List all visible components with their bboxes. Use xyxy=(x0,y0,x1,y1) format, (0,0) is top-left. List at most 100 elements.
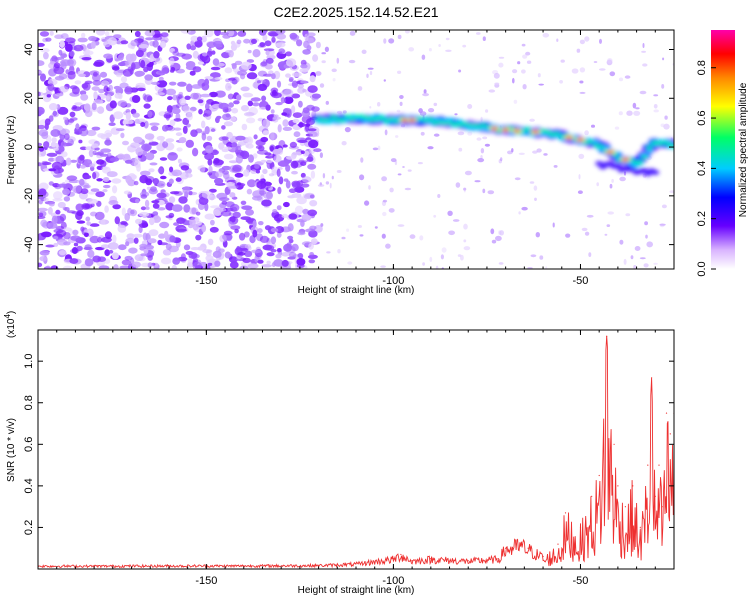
noise-blob xyxy=(210,205,220,209)
noise-blob xyxy=(296,196,307,205)
noise-blob xyxy=(177,81,187,87)
noise-blob xyxy=(300,64,308,69)
noise-blob xyxy=(256,80,261,84)
noise-blob xyxy=(309,194,315,199)
signal-track-layer-3 xyxy=(360,115,365,119)
noise-blob xyxy=(359,234,364,237)
noise-blob xyxy=(243,169,250,177)
noise-blob xyxy=(310,170,316,179)
snr-plot-area xyxy=(38,330,674,569)
signal-hotspot-core xyxy=(532,130,539,134)
noise-blob xyxy=(289,251,297,259)
noise-blob xyxy=(498,56,505,59)
noise-blob xyxy=(234,60,243,66)
noise-blob xyxy=(207,158,213,166)
noise-blob xyxy=(311,93,321,99)
noise-blob xyxy=(458,69,462,73)
snr-panel: -150 -100 -50 0.2 0.4 0.6 0.8 1.0 Height of str… xyxy=(3,311,675,596)
signal-track-layer-3 xyxy=(559,135,565,138)
snr-data-point xyxy=(632,485,634,487)
noise-blob xyxy=(218,142,225,150)
noise-blob xyxy=(467,131,473,136)
colorbar-tick-label: 0.8 xyxy=(696,60,708,75)
noise-blob xyxy=(361,49,367,54)
noise-blob xyxy=(73,44,84,52)
snr-data-point xyxy=(564,512,567,514)
noise-blob xyxy=(38,42,45,47)
noise-blob xyxy=(52,236,59,240)
noise-blob xyxy=(349,30,356,36)
noise-blob xyxy=(321,60,326,64)
noise-blob xyxy=(307,85,318,93)
noise-blob xyxy=(427,146,434,150)
noise-blob xyxy=(204,78,210,86)
noise-blob xyxy=(262,168,268,175)
noise-blob xyxy=(170,191,180,195)
noise-blob xyxy=(254,164,260,169)
noise-blob xyxy=(234,172,244,178)
y-tick-label: 0.8 xyxy=(23,395,35,410)
noise-blob xyxy=(140,253,148,257)
noise-blob xyxy=(521,43,526,47)
noise-blob xyxy=(70,235,81,241)
noise-blob xyxy=(653,109,659,113)
noise-blob xyxy=(402,166,405,168)
noise-blob xyxy=(212,58,220,66)
noise-blob xyxy=(488,89,496,93)
noise-blob xyxy=(147,254,153,261)
noise-blob xyxy=(341,141,347,146)
noise-blob xyxy=(307,37,315,44)
noise-blob xyxy=(214,76,223,81)
noise-blob xyxy=(152,40,159,48)
signal-track-layer-3 xyxy=(655,142,663,145)
noise-blob xyxy=(49,30,54,36)
noise-blob xyxy=(408,47,415,52)
noise-blob xyxy=(83,184,91,189)
noise-blob xyxy=(258,30,267,36)
noise-blob xyxy=(255,169,260,174)
noise-blob xyxy=(664,115,668,120)
noise-blob xyxy=(186,83,193,93)
noise-blob xyxy=(312,54,319,62)
noise-blob xyxy=(298,100,303,108)
noise-blob xyxy=(92,255,102,263)
noise-blob xyxy=(381,233,386,239)
noise-blob xyxy=(38,129,49,137)
noise-blob xyxy=(227,93,234,100)
noise-blob xyxy=(344,127,351,133)
noise-blob xyxy=(132,261,141,268)
noise-blob xyxy=(214,177,224,185)
noise-blob xyxy=(240,200,247,205)
noise-blob xyxy=(457,254,462,257)
signal-hotspot-core xyxy=(513,129,520,133)
signal-track-layer-3 xyxy=(467,123,472,127)
noise-blob xyxy=(172,94,178,101)
noise-blob xyxy=(38,162,42,167)
noise-blob xyxy=(141,143,152,152)
noise-blob xyxy=(192,223,199,231)
noise-blob xyxy=(565,233,571,238)
signal-track-layer-3 xyxy=(378,116,385,120)
noise-blob xyxy=(261,95,267,102)
noise-blob xyxy=(272,209,278,213)
noise-blob xyxy=(259,187,265,196)
noise-blob xyxy=(51,215,58,224)
noise-blob xyxy=(253,134,258,140)
noise-blob xyxy=(201,190,213,199)
noise-blob xyxy=(619,176,626,182)
signal-track-layer-3 xyxy=(320,118,327,122)
noise-blob xyxy=(599,68,606,71)
snr-data-point xyxy=(392,558,394,560)
noise-blob xyxy=(142,232,148,241)
noise-blob xyxy=(175,177,182,182)
noise-blob xyxy=(307,209,318,217)
noise-blob xyxy=(91,126,101,131)
noise-blob xyxy=(70,159,78,163)
noise-blob xyxy=(619,239,624,245)
noise-blob xyxy=(183,244,191,251)
noise-blob xyxy=(536,148,542,153)
noise-blob xyxy=(529,181,535,184)
noise-blob xyxy=(300,80,308,84)
noise-blob xyxy=(291,80,298,88)
noise-blob xyxy=(265,63,273,70)
